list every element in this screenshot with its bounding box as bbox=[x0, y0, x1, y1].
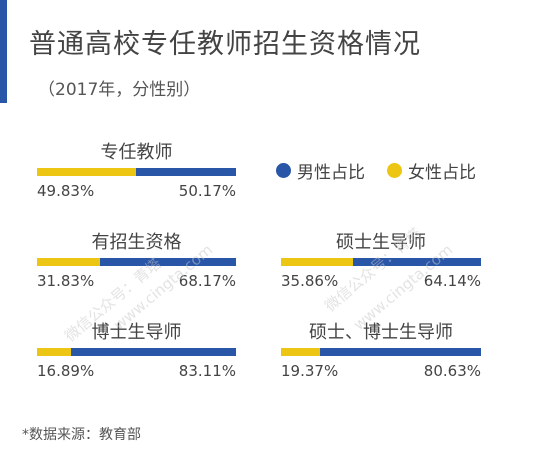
legend: 男性占比 女性占比 bbox=[276, 158, 498, 183]
legend-item-female: 女性占比 bbox=[387, 158, 476, 183]
bar-segment-female bbox=[281, 348, 320, 356]
bar-group-3: 硕士生导师 35.86% 64.14% bbox=[281, 228, 481, 298]
bar-segment-male bbox=[352, 258, 481, 266]
stacked-bar bbox=[281, 258, 481, 266]
legend-female-swatch bbox=[387, 163, 402, 178]
bar-segment-female bbox=[37, 168, 137, 176]
male-percent-label: 68.17% bbox=[178, 272, 236, 290]
legend-female-label: 女性占比 bbox=[408, 163, 476, 183]
legend-item-male: 男性占比 bbox=[276, 158, 365, 183]
stacked-bar bbox=[281, 348, 481, 356]
female-percent-label: 49.83% bbox=[37, 182, 95, 200]
male-percent-label: 80.63% bbox=[423, 362, 481, 380]
female-percent-label: 35.86% bbox=[281, 272, 339, 290]
legend-male-swatch bbox=[276, 163, 291, 178]
legend-male-label: 男性占比 bbox=[297, 163, 365, 183]
bar-segment-female bbox=[281, 258, 353, 266]
category-label: 硕士、博士生导师 bbox=[309, 322, 453, 343]
bar-group-2: 有招生资格 31.83% 68.17% bbox=[37, 228, 236, 298]
bar-segment-female bbox=[37, 348, 71, 356]
category-label: 专任教师 bbox=[100, 142, 173, 163]
page-subtitle: （2017年，分性别） bbox=[38, 80, 201, 100]
female-percent-label: 16.89% bbox=[37, 362, 95, 380]
male-percent-label: 50.17% bbox=[178, 182, 236, 200]
category-label: 博士生导师 bbox=[91, 322, 182, 343]
bar-segment-female bbox=[37, 258, 101, 266]
bar-segment-male bbox=[70, 348, 236, 356]
stacked-bar bbox=[37, 258, 236, 266]
bar-group-5: 硕士、博士生导师 19.37% 80.63% bbox=[281, 318, 481, 388]
bar-segment-male bbox=[136, 168, 236, 176]
category-label: 硕士生导师 bbox=[336, 232, 426, 253]
accent-bar bbox=[0, 0, 7, 103]
stacked-bar bbox=[37, 168, 236, 176]
source-note: *数据来源：教育部 bbox=[22, 427, 141, 443]
female-percent-label: 31.83% bbox=[37, 272, 95, 290]
male-percent-label: 83.11% bbox=[178, 362, 236, 380]
bar-group-4: 博士生导师 16.89% 83.11% bbox=[37, 318, 236, 388]
bar-segment-male bbox=[100, 258, 236, 266]
male-percent-label: 64.14% bbox=[423, 272, 481, 290]
page-title: 普通高校专任教师招生资格情况 bbox=[29, 29, 421, 60]
bar-segment-male bbox=[319, 348, 481, 356]
stacked-bar bbox=[37, 348, 236, 356]
female-percent-label: 19.37% bbox=[281, 362, 339, 380]
category-label: 有招生资格 bbox=[91, 232, 182, 253]
bar-group-1: 专任教师 49.83% 50.17% bbox=[37, 138, 236, 208]
